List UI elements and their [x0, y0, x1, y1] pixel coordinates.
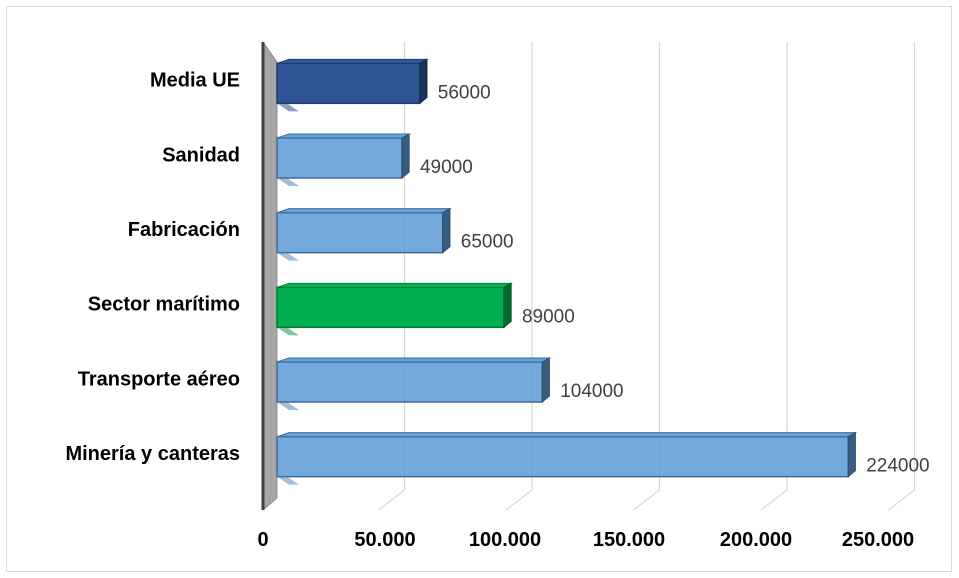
category-label-0: Media UE: [150, 70, 240, 92]
bar-0: [276, 58, 429, 112]
data-label-2: 65000: [461, 232, 514, 253]
bar-base-1: [277, 178, 299, 186]
data-label-3: 89000: [522, 306, 575, 327]
bar-side-3: [503, 282, 512, 329]
data-label-0: 56000: [438, 82, 491, 103]
category-label-2: Fabricación: [128, 219, 240, 241]
gridline-3: [633, 42, 661, 511]
bar-base-4: [277, 402, 299, 410]
labels: Media UE 56000 Sanidad 49000 Fabricación 6500…: [65, 70, 929, 551]
x-tick-label-2: 100.000: [469, 529, 541, 551]
category-label-3: Sector marítimo: [88, 294, 240, 316]
bar-side-4: [541, 357, 550, 404]
bar-top-5: [276, 432, 858, 438]
bar-base-3: [277, 327, 299, 336]
x-tick-label-0: 0: [257, 529, 268, 551]
bar-front-3: [276, 286, 505, 329]
gridline-5: [888, 42, 916, 511]
bar-side-5: [847, 431, 856, 478]
bar-front-2: [276, 211, 444, 254]
data-label-4: 104000: [560, 381, 623, 402]
bar-5: [276, 431, 858, 485]
x-tick-label-4: 200.000: [720, 529, 792, 551]
bar-top-4: [276, 357, 552, 363]
bar-base-0: [277, 103, 299, 112]
x-tick-label-5: 250.000: [842, 529, 914, 551]
bar-front-0: [276, 62, 421, 105]
category-label-1: Sanidad: [162, 144, 240, 166]
bar-4: [276, 357, 552, 410]
category-label-4: Transporte aéreo: [78, 368, 240, 390]
data-label-5: 224000: [866, 456, 929, 477]
x-tick-label-3: 150.000: [593, 529, 665, 551]
x-tick-label-1: 50.000: [354, 529, 415, 551]
data-label-1: 49000: [420, 157, 473, 178]
bar-top-0: [276, 58, 429, 64]
gridline-1: [378, 42, 406, 511]
bar-front-4: [276, 361, 543, 403]
bar-base-5: [277, 476, 299, 485]
gridlines: [378, 42, 916, 511]
bar-side-1: [401, 133, 410, 180]
bar-3: [276, 282, 514, 336]
bar-front-1: [276, 137, 403, 179]
bar-side-0: [419, 58, 428, 105]
bar-side-2: [442, 207, 451, 254]
bar-top-2: [276, 208, 452, 214]
bars: [276, 58, 858, 485]
bar-2: [276, 207, 452, 261]
bar-front-5: [276, 435, 849, 478]
category-label-5: Minería y canteras: [65, 443, 240, 465]
bar-1: [276, 133, 412, 186]
bar-top-3: [276, 282, 514, 288]
bar-top-1: [276, 133, 412, 139]
axis-wall: [261, 40, 278, 511]
gridline-2: [505, 42, 533, 511]
bar-base-2: [277, 252, 299, 261]
axis-side-wall: [262, 40, 278, 511]
gridline-4: [760, 42, 788, 511]
